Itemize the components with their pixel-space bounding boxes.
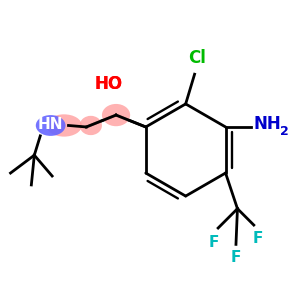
Ellipse shape: [80, 116, 102, 135]
Text: HN: HN: [38, 117, 63, 132]
Ellipse shape: [102, 104, 130, 126]
Text: 2: 2: [280, 125, 289, 138]
Text: HO: HO: [94, 75, 123, 93]
Text: F: F: [208, 236, 219, 250]
Text: Cl: Cl: [189, 49, 206, 67]
Text: NH: NH: [254, 115, 282, 133]
Text: F: F: [231, 250, 241, 265]
Text: HO: HO: [94, 75, 123, 93]
Ellipse shape: [46, 114, 82, 136]
Text: F: F: [253, 231, 263, 246]
Ellipse shape: [36, 115, 65, 136]
